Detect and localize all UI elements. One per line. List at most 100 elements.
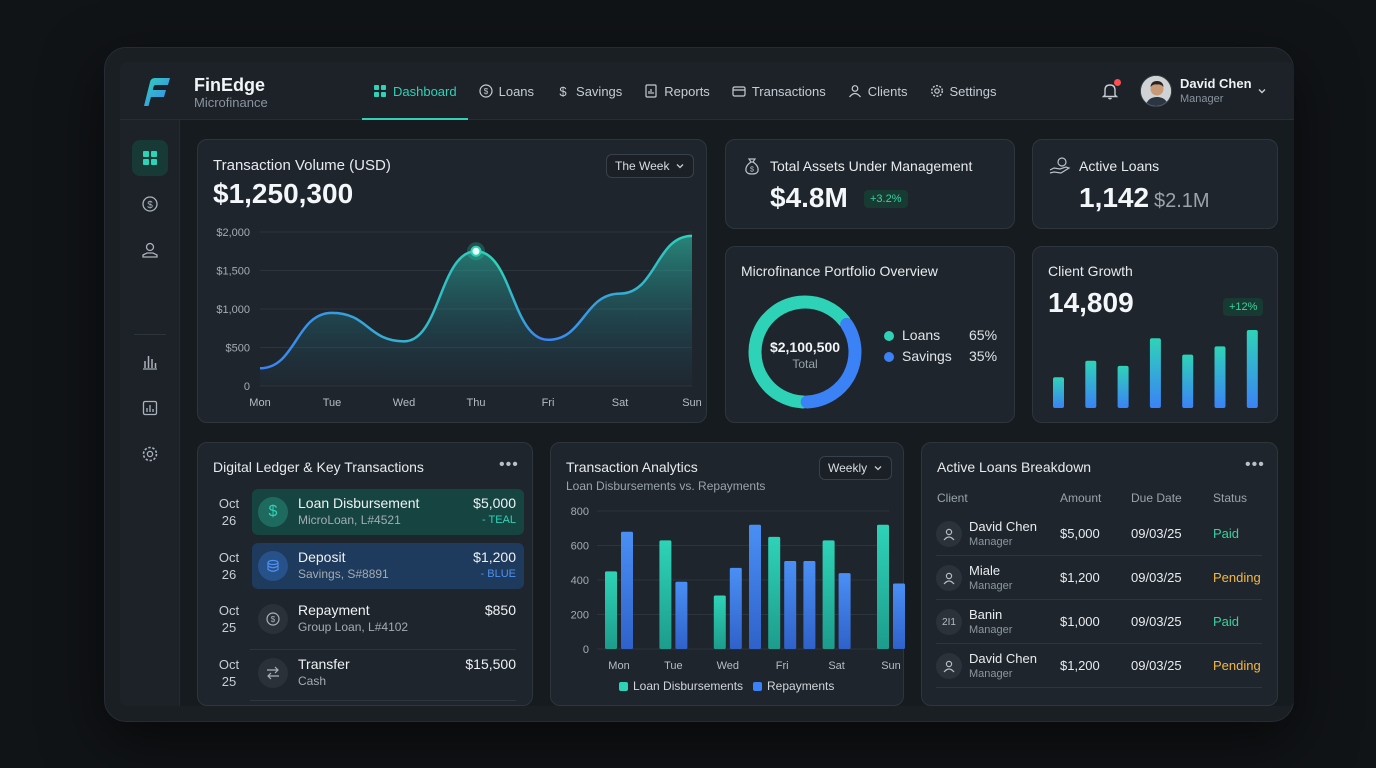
nav-savings[interactable]: $ Savings [545, 62, 633, 120]
nav-reports[interactable]: Reports [633, 62, 721, 120]
column-header[interactable]: Due Date [1131, 491, 1182, 505]
legend-pct: 65% [969, 327, 998, 343]
bar-chart-icon [143, 356, 157, 370]
sidebar-item-dashboard[interactable] [132, 140, 168, 176]
legend-loan-disbursements: Loan Disbursements [619, 679, 743, 693]
bar-sun-repayments [893, 583, 905, 649]
date-day: 25 [221, 620, 237, 635]
y-tick-label: 600 [571, 541, 589, 553]
nav-settings[interactable]: Settings [919, 62, 1008, 120]
growth-bar [1149, 338, 1161, 408]
legend-loans: Loans [884, 327, 940, 343]
table-row[interactable]: David Chen Manager $5,000 09/03/25 Paid [936, 512, 1262, 556]
entry-subtitle: Cash [298, 674, 327, 688]
bar-fri-loan-disbursements [768, 536, 781, 649]
column-header[interactable]: Status [1213, 491, 1248, 505]
legend-swatch [753, 682, 762, 692]
y-tick-label: 0 [244, 381, 250, 393]
active-loans-count: 1,142 [1079, 182, 1150, 213]
y-tick-label: 0 [583, 644, 589, 656]
growth-bar [1085, 360, 1097, 408]
nav-label: Reports [664, 83, 710, 99]
sidebar: $ [120, 120, 180, 706]
column-header[interactable]: Amount [1060, 491, 1102, 505]
bar-sat-loan-disbursements [822, 540, 835, 649]
y-tick-label: 400 [571, 575, 589, 587]
dollar-circle-icon: $ [479, 84, 493, 98]
nav-loans[interactable]: $ Loans [468, 62, 545, 120]
donut-slice-loans [748, 295, 851, 409]
legend-savings: Savings [884, 348, 952, 364]
ledger-entry: $ Loan Disbursement MicroLoan, L#4521 $5… [252, 489, 524, 535]
date-month: Oct [218, 603, 240, 618]
user-icon [943, 572, 955, 585]
status-badge: Paid [1213, 526, 1240, 541]
nav-label: Savings [576, 83, 623, 99]
gear-icon [930, 84, 943, 98]
sidebar-item-settings[interactable] [132, 436, 168, 472]
ledger-entry: Transfer Cash $15,500 [252, 650, 524, 696]
range-dropdown[interactable]: The Week [606, 154, 695, 178]
bar-wed-repayments [729, 567, 742, 649]
finedge-logo-icon[interactable] [140, 76, 172, 108]
ledger-row[interactable]: Oct 25 Transfer Cash $15,500 [210, 650, 520, 696]
chevron-down-icon[interactable] [1256, 85, 1268, 97]
more-options-icon[interactable]: ••• [1245, 456, 1265, 473]
client-growth-card: Client Growth 14,809 +12% [1032, 246, 1278, 423]
entry-title: Repayment [298, 602, 370, 618]
nav-transactions[interactable]: Transactions [721, 62, 837, 120]
x-tick-label: Sat [612, 397, 629, 409]
date-day: 26 [221, 567, 237, 582]
entry-title: Loan Disbursement [298, 495, 420, 511]
more-options-icon[interactable]: ••• [499, 456, 519, 473]
table-row[interactable]: 2I1 Banin Manager $1,000 09/03/25 Paid [936, 600, 1262, 644]
entry-tag: - TEAL [481, 514, 516, 526]
card-title: Transaction Volume (USD) [213, 157, 391, 174]
nav-clients[interactable]: Clients [837, 62, 919, 120]
portfolio-card: Microfinance Portfolio Overview $2,100,5… [725, 246, 1015, 423]
due-date: 09/03/25 [1131, 614, 1182, 629]
x-tick-label: Fri [542, 397, 555, 409]
table-row[interactable]: Miale Manager $1,200 09/03/25 Pending [936, 556, 1262, 600]
ledger-row[interactable]: Oct 25 $ Repayment Group Loan, L#4102 $85… [210, 596, 520, 642]
sidebar-item-savings[interactable] [132, 232, 168, 268]
sidebar-item-reports[interactable] [132, 390, 168, 426]
bar-tue-repayments [675, 581, 688, 649]
entry-tag: - BLUE [480, 568, 516, 580]
user-role: Manager [1180, 93, 1224, 105]
client-growth-bar-chart [1053, 330, 1258, 408]
avatar [936, 521, 962, 547]
nav-dashboard[interactable]: Dashboard [362, 62, 468, 120]
sidebar-item-analytics[interactable] [132, 344, 168, 380]
active-loans-card: Active Loans 1,142 $2.1M [1032, 139, 1278, 229]
avatar [936, 653, 962, 679]
ledger-row[interactable]: Oct 26 $ Loan Disbursement MicroLoan, L#4… [210, 489, 524, 535]
date-month: Oct [218, 496, 240, 511]
svg-text:$: $ [271, 615, 276, 624]
x-tick-label: Mon [608, 660, 629, 672]
bar-sat-repayments [838, 573, 851, 649]
user-icon [943, 528, 955, 541]
range-dropdown[interactable]: Weekly [819, 456, 893, 480]
donut-slice-savings [800, 317, 862, 409]
card-title: Microfinance Portfolio Overview [741, 263, 938, 279]
ledger-row[interactable]: Oct 26 Deposit Savings, S#8891 $1,200 - B… [210, 543, 524, 589]
table-row[interactable]: David Chen Manager $1,200 09/03/25 Pendi… [936, 644, 1262, 688]
row-divider [250, 649, 516, 650]
client-name: David Chen [969, 519, 1037, 534]
avatar[interactable] [1140, 75, 1172, 107]
client-role: Manager [969, 624, 1013, 636]
bar-tue-loan-disbursements [659, 540, 672, 649]
legend-swatch [884, 352, 894, 363]
sidebar-item-loans[interactable]: $ [132, 186, 168, 222]
entry-amount: $15,500 [465, 656, 516, 672]
legend-label: Loans [902, 327, 941, 343]
client-role: Manager [969, 536, 1013, 548]
legend-label: Loan Disbursements [633, 679, 744, 693]
column-header[interactable]: Client [937, 491, 968, 505]
growth-bar [1214, 346, 1226, 408]
bar-extra-repayments [749, 524, 761, 649]
bell-icon[interactable] [1100, 81, 1120, 101]
entry-subtitle: Group Loan, L#4102 [298, 620, 409, 634]
x-tick-label: Fri [776, 660, 789, 672]
